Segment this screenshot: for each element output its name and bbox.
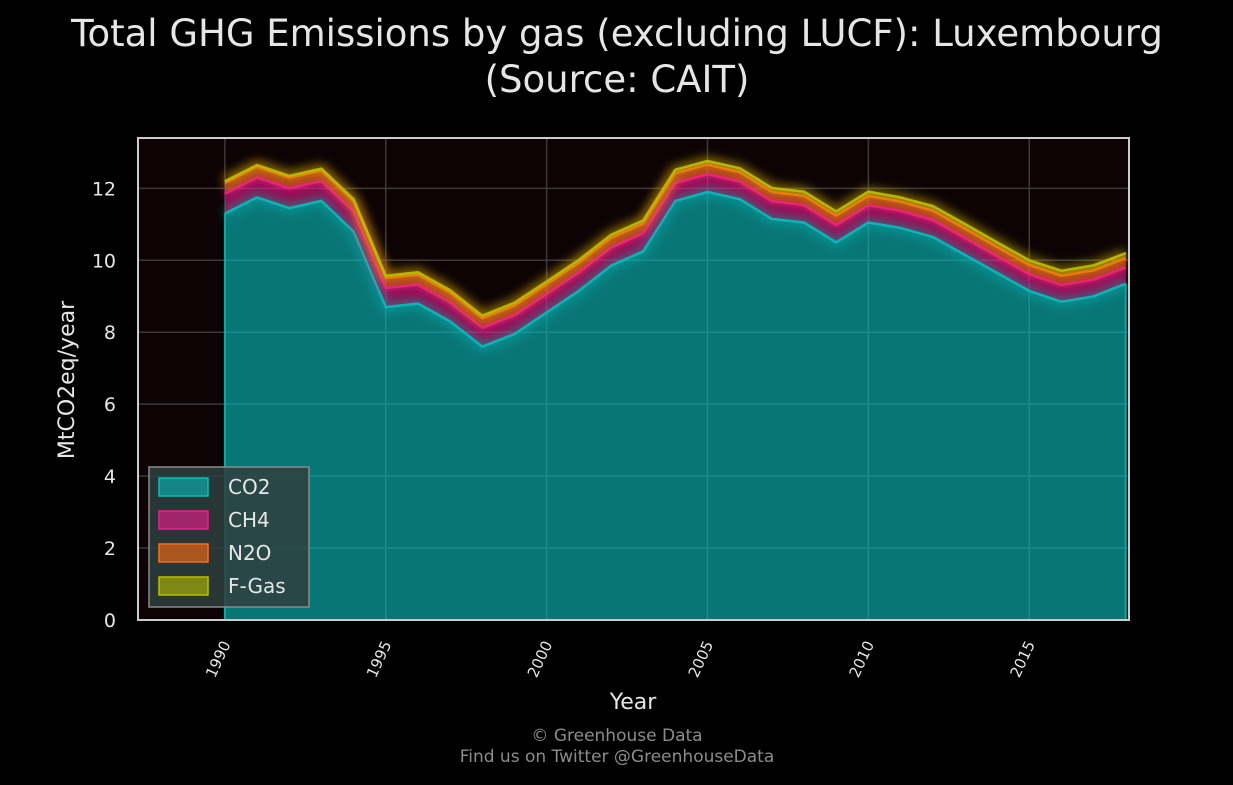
plot-frame bbox=[137, 137, 1130, 621]
y-tick-label: 0 bbox=[104, 610, 116, 632]
legend-label: F-Gas bbox=[228, 574, 286, 598]
line-layer bbox=[222, 156, 1128, 620]
area-co2 bbox=[224, 192, 1126, 620]
legend-swatch-f-gas bbox=[158, 576, 209, 596]
x-axis-label: Year bbox=[609, 690, 658, 715]
y-tick-label: 6 bbox=[104, 394, 116, 416]
footer-copyright: © Greenhouse Data bbox=[531, 726, 702, 746]
y-tick-label: 4 bbox=[104, 466, 116, 488]
y-axis-label: MtCO2eq/year bbox=[55, 300, 80, 459]
legend-label: N2O bbox=[228, 541, 271, 565]
y-tick-label: 8 bbox=[104, 322, 116, 344]
series-line-co2 bbox=[224, 190, 1127, 348]
legend-label: CH4 bbox=[228, 508, 270, 532]
x-tick-label: 2010 bbox=[846, 638, 878, 680]
legend-swatch-n2o bbox=[158, 543, 209, 563]
x-tick-label: 2000 bbox=[524, 638, 556, 680]
chart-title-line-1: Total GHG Emissions by gas (excluding LU… bbox=[70, 12, 1163, 55]
legend-swatch-co2 bbox=[158, 477, 209, 497]
x-tick-label: 2005 bbox=[685, 638, 717, 680]
legend-swatch-ch4 bbox=[158, 510, 209, 530]
footer-twitter: Find us on Twitter @GreenhouseData bbox=[460, 747, 775, 767]
legend-label: CO2 bbox=[228, 475, 270, 499]
x-tick-label: 1990 bbox=[202, 638, 234, 680]
y-tick-label: 12 bbox=[92, 178, 116, 200]
x-tick-label: 1995 bbox=[363, 638, 395, 680]
legend: CO2 CH4 N2O F-Gas bbox=[148, 466, 310, 608]
chart-title-line-2: (Source: CAIT) bbox=[485, 58, 750, 101]
y-tick-label: 2 bbox=[104, 538, 116, 560]
y-tick-label: 10 bbox=[92, 250, 116, 272]
series-line-f-gas bbox=[224, 159, 1127, 317]
x-tick-label: 2015 bbox=[1006, 638, 1038, 680]
